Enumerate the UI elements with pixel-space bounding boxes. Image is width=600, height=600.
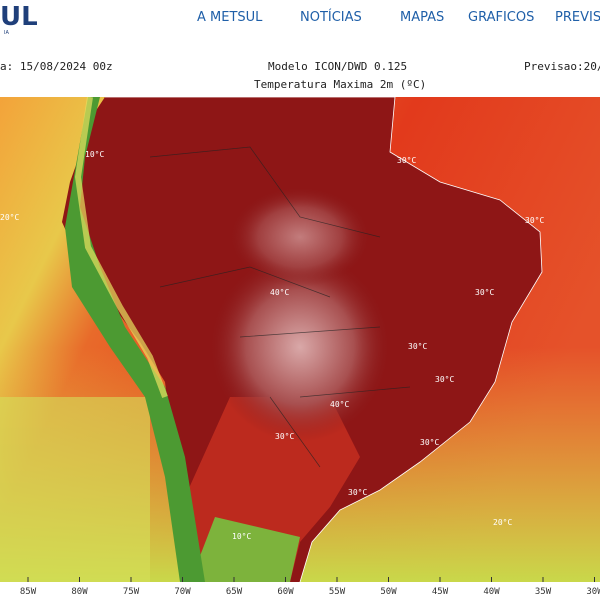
longitude-label: 65W: [226, 587, 243, 597]
longitude-label: 40W: [483, 587, 500, 597]
contour-label: 30°C: [348, 488, 367, 497]
logo[interactable]: UL: [0, 2, 38, 32]
longitude-label: 30W: [586, 587, 600, 597]
pampas: [190, 517, 300, 582]
heat-core: [210, 252, 390, 442]
andes-slope: [74, 97, 168, 399]
contour-label: 30°C: [435, 375, 454, 384]
contour-label: 30°C: [275, 432, 294, 441]
heat-core: [230, 187, 370, 287]
ocean-cool: [0, 397, 150, 582]
axis-strip: [0, 582, 600, 600]
date: a: 15/08/2024 00z: [0, 60, 113, 73]
longitude-label: 50W: [380, 587, 397, 597]
borders: [149, 146, 411, 468]
longitude-label: 75W: [123, 587, 140, 597]
nav-item[interactable]: NOTÍCIAS: [300, 10, 362, 25]
contour-label: 20°C: [493, 518, 512, 527]
model: Modelo ICON/DWD 0.125: [268, 60, 408, 73]
longitude-label: 45W: [432, 587, 449, 597]
contour-label: 30°C: [408, 342, 427, 351]
nav-item[interactable]: MAPAS: [400, 10, 445, 25]
variable: Temperatura Maxima 2m (ºC): [254, 78, 427, 91]
longitude-label: 80W: [71, 587, 88, 597]
forecast: Previsao:20/0: [524, 60, 600, 73]
longitude-label: 70W: [174, 587, 191, 597]
contour-label: 30°C: [525, 216, 544, 225]
longitude-label: 85W: [20, 587, 37, 597]
longitude-label: 55W: [329, 587, 346, 597]
nav-item[interactable]: GRAFICOS: [468, 10, 535, 25]
nav-item[interactable]: PREVIS: [555, 10, 600, 25]
coastline: [105, 97, 543, 583]
contour-label: 30°C: [397, 156, 416, 165]
contour-label: 30°C: [420, 438, 439, 447]
contour-label: 30°C: [475, 288, 494, 297]
longitude-label: 60W: [277, 587, 294, 597]
andes: [65, 97, 205, 582]
nav-item[interactable]: A METSUL: [197, 10, 263, 25]
contour-label: 10°C: [85, 150, 104, 159]
contour-label: 10°C: [232, 532, 251, 541]
contour-label: 20°C: [0, 213, 19, 222]
contour-label: 40°C: [270, 288, 289, 297]
map: 85W 80W 75W 70W 65W 60W 55W 50W 45W 40W 35W 30W 30°C…: [0, 97, 600, 600]
logo-sub: IA: [4, 30, 9, 36]
contour-label: 40°C: [330, 400, 349, 409]
longitude-label: 35W: [535, 587, 552, 597]
